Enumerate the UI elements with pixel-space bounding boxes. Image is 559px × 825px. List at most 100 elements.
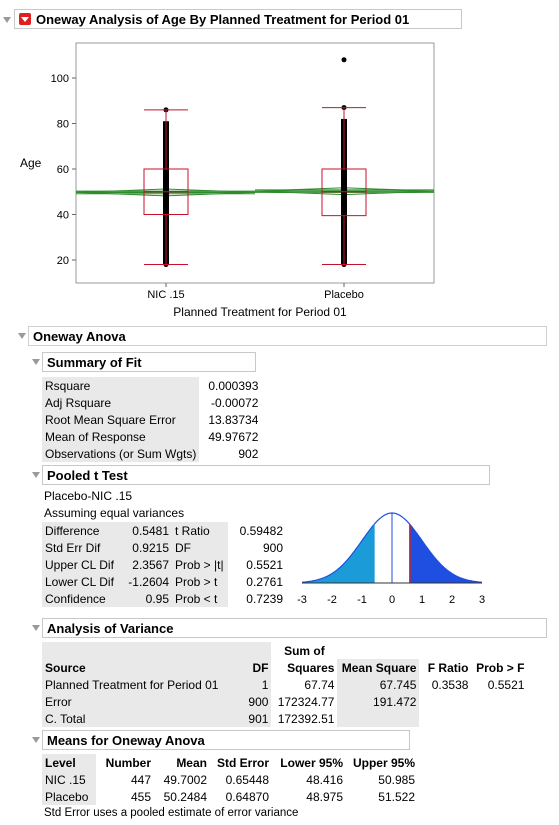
row-value: 49.97672 [208, 429, 259, 444]
table-cell: 49.7002 [163, 772, 207, 787]
row-label: t Ratio [172, 522, 228, 539]
red-menu-icon[interactable] [19, 13, 31, 25]
pooled-t-test-header: Pooled t Test [42, 465, 490, 485]
table-row: Rsquare 0.000393 [42, 377, 261, 394]
data-points-column [163, 121, 169, 265]
disclosure-triangle[interactable] [32, 625, 40, 631]
column-header: Mean [176, 755, 207, 770]
source-cell: Error [42, 693, 222, 710]
table-cell: 50.2484 [163, 789, 207, 804]
axis-tick-label: -2 [327, 594, 337, 606]
disclosure-triangle[interactable] [32, 737, 40, 743]
f-cell [419, 693, 471, 710]
axis-tick-label: 1 [419, 594, 425, 606]
x-tick-label: NIC .15 [147, 289, 184, 301]
column-header: Upper 95% [352, 755, 415, 770]
table-row: Upper CL Dif 2.3567 Prob > |t| 0.5521 [42, 556, 286, 573]
table-row: Observations (or Sum Wgts) 902 [42, 445, 261, 462]
disclosure-triangle[interactable] [3, 17, 11, 23]
row-value: 902 [238, 446, 259, 461]
row-label: Difference [42, 522, 120, 539]
table-row: Confidence 0.95 Prob < t 0.7239 [42, 590, 286, 607]
table-row: Error 900 172324.77 191.472 [42, 693, 527, 710]
row-label: Adj Rsquare [42, 394, 200, 411]
table-row: NIC .15 447 49.7002 0.65448 48.416 50.985 [42, 771, 418, 788]
summary-of-fit-table: Rsquare 0.000393 Adj Rsquare -0.00072 Root M… [42, 377, 261, 462]
means-header: Means for Oneway Anova [42, 730, 410, 750]
disclosure-triangle[interactable] [32, 472, 40, 478]
df-cell: 901 [221, 710, 272, 727]
table-cell: Placebo [42, 788, 96, 805]
table-row: Mean of Response 49.97672 [42, 428, 261, 445]
ttest-subtitle: Placebo-NIC .15 [44, 489, 133, 503]
oneway-anova-header: Oneway Anova [28, 326, 547, 346]
row-value: 0.5481 [120, 522, 172, 539]
y-axis-label: Age [20, 156, 42, 170]
row-value: 0.59482 [239, 523, 283, 538]
plot-frame [75, 42, 435, 284]
row-label: DF [172, 539, 228, 556]
source-cell: C. Total [42, 710, 222, 727]
df-cell: 900 [221, 693, 272, 710]
row-label: Rsquare [42, 377, 200, 394]
row-value: -0.00072 [211, 395, 259, 410]
p-cell [471, 710, 527, 727]
x-tick-label: Placebo [324, 289, 364, 301]
row-label: Prob > |t| [172, 556, 228, 573]
ms-cell: 191.472 [337, 693, 420, 710]
ms-cell: 67.745 [337, 676, 420, 693]
y-tick-label: 60 [57, 164, 69, 176]
axis-tick-label: 0 [389, 594, 395, 606]
t-distribution-plot: -3 -2 -1 0 1 2 3 [297, 512, 485, 606]
column-header: Lower 95% [280, 755, 343, 770]
ttest-note: Assuming equal variances [44, 506, 185, 520]
oneway-header: Oneway Analysis of Age By Planned Treatm… [14, 9, 462, 29]
ss-cell: 67.74 [304, 677, 335, 692]
row-label: Upper CL Dif [42, 556, 120, 573]
means-table: Level Number Mean Std Error Lower 95% Upper 9… [42, 754, 418, 805]
f-cell: 0.3538 [431, 677, 469, 692]
ss-cell: 172392.51 [277, 711, 335, 726]
row-value: 0.2761 [246, 574, 283, 589]
table-row: Difference 0.5481 t Ratio 0.59482 [42, 522, 286, 539]
row-value: 0.95 [120, 590, 172, 607]
row-label: Prob < t [172, 590, 228, 607]
oneway-plot[interactable]: 20 40 60 80 100 NIC .15 Placebo [0, 0, 559, 330]
row-label: Confidence [42, 590, 120, 607]
p-cell: 0.5521 [487, 677, 525, 692]
column-header: Level [42, 754, 96, 771]
table-cell: 51.522 [378, 789, 415, 804]
table-cell: 447 [130, 772, 151, 787]
right-tail-area [409, 524, 482, 583]
y-tick-label: 20 [57, 255, 69, 267]
row-value: 13.83734 [208, 412, 259, 427]
analysis-of-variance-header: Analysis of Variance [42, 618, 547, 638]
table-cell: 0.64870 [225, 789, 269, 804]
ms-cell [337, 710, 420, 727]
axis-tick-label: -3 [297, 594, 307, 606]
axis-tick-label: -1 [357, 594, 367, 606]
axis-tick-label: 3 [479, 594, 485, 606]
table-row: Planned Treatment for Period 01 1 67.74 67.… [42, 676, 527, 693]
means-footnote: Std Error uses a pooled estimate of erro… [44, 807, 299, 819]
table-row: Adj Rsquare -0.00072 [42, 394, 261, 411]
row-label: Mean of Response [42, 428, 200, 445]
table-row: Placebo 455 50.2484 0.64870 48.975 51.522 [42, 788, 418, 805]
ss-cell: 172324.77 [277, 694, 335, 709]
table-cell: 50.985 [378, 772, 415, 787]
left-tail-area [302, 524, 375, 583]
table-row: Lower CL Dif -1.2604 Prob > t 0.2761 [42, 573, 286, 590]
table-cell: 455 [130, 789, 151, 804]
row-label: Observations (or Sum Wgts) [42, 445, 200, 462]
column-header: Number [105, 755, 151, 770]
f-cell [419, 710, 471, 727]
table-row: Root Mean Square Error 13.83734 [42, 411, 261, 428]
table-cell: 48.416 [306, 772, 343, 787]
row-label: Root Mean Square Error [42, 411, 200, 428]
axis-tick-label: 2 [449, 594, 455, 606]
source-cell: Planned Treatment for Period 01 [42, 676, 222, 693]
ttest-table: Difference 0.5481 t Ratio 0.59482 Std Err Di… [42, 522, 286, 607]
disclosure-triangle[interactable] [18, 333, 26, 339]
table-row: C. Total 901 172392.51 [42, 710, 527, 727]
disclosure-triangle[interactable] [32, 359, 40, 365]
